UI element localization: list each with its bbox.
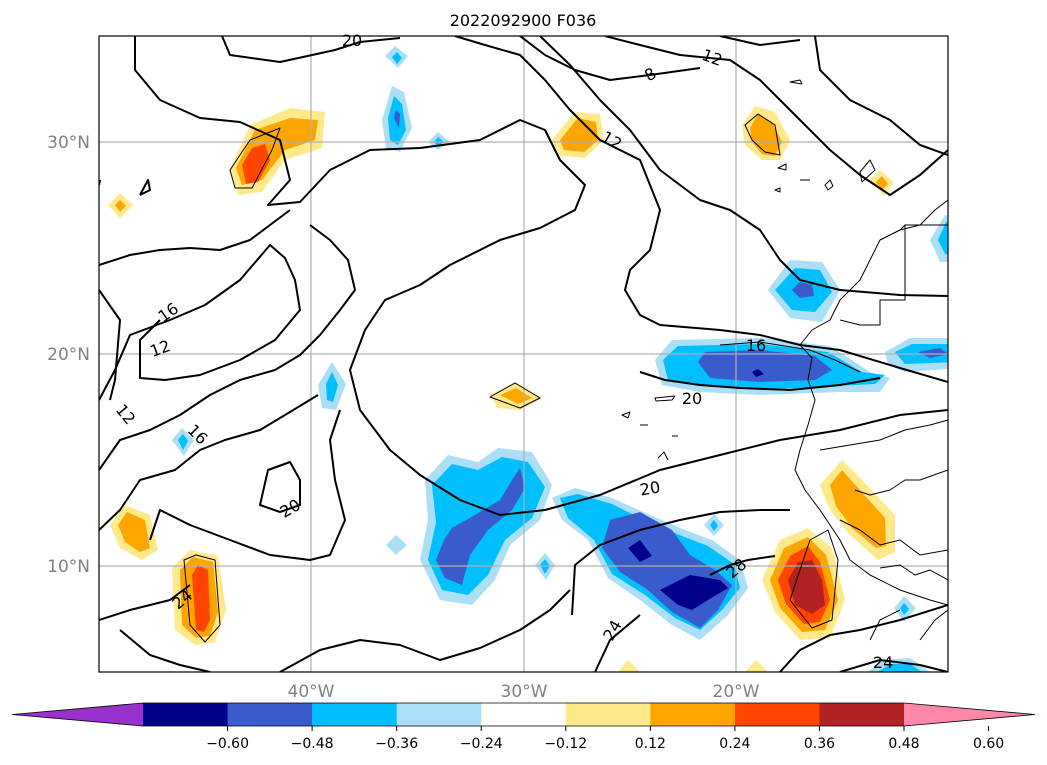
- map-frame: [98, 35, 949, 673]
- colorbar-segment: [819, 703, 905, 726]
- colorbar-tick-label: −0.24: [460, 736, 503, 752]
- figure-title: 2022092900 F036: [450, 11, 597, 30]
- colorbar-segment: [481, 703, 567, 726]
- lat-label-20n: 20°N: [47, 345, 90, 365]
- map-area: [99, 36, 948, 672]
- colorbar-tick-label: 0.36: [804, 736, 835, 752]
- lat-label-30n: 30°N: [47, 133, 90, 153]
- contour-label: 12: [147, 336, 173, 361]
- colorbar-segment: [227, 703, 313, 726]
- colorbar-outline: [11, 702, 1036, 727]
- anomaly-shading: [108, 46, 948, 672]
- colorbar-segment: [396, 703, 482, 726]
- lat-label-10n: 10°N: [47, 557, 90, 577]
- colorbar-tick-label: 0.12: [635, 736, 666, 752]
- graticule: [99, 36, 948, 672]
- colorbar-tick-label: 0.24: [719, 736, 750, 752]
- contour-label: 20: [682, 389, 702, 408]
- colorbar: −0.60 −0.48 −0.36 −0.24 −0.12 0.12 0.24 0.36 0.4…: [11, 702, 1036, 752]
- colorbar-extend-low: [12, 703, 143, 726]
- contour-label: 20: [638, 477, 661, 499]
- colorbar-tick-label: −0.48: [291, 736, 334, 752]
- colorbar-segment: [312, 703, 398, 726]
- lon-labels: 40°W 30°W 20°W: [288, 682, 760, 702]
- colorbar-tick-label: 0.60: [973, 736, 1004, 752]
- contour-label: 12: [699, 45, 725, 70]
- colorbar-segment: [143, 703, 229, 726]
- contour-label: 24: [599, 617, 626, 644]
- contour-label: 24: [873, 653, 893, 672]
- colorbar-segment: [565, 703, 651, 726]
- contour-label: 12: [112, 400, 140, 428]
- contour-label: 16: [746, 336, 766, 355]
- contour-label: 20: [342, 31, 362, 50]
- colorbar-tick-label: −0.60: [206, 736, 249, 752]
- colorbar-segment: [734, 703, 820, 726]
- colorbar-segment: [650, 703, 736, 726]
- coastlines: [183, 79, 948, 643]
- colorbar-tick-label: −0.36: [375, 736, 418, 752]
- lon-label-20w: 20°W: [713, 682, 760, 702]
- colorbar-tick-label: 0.48: [888, 736, 919, 752]
- lat-labels: 10°N 20°N 30°N: [47, 133, 90, 577]
- colorbar-extend-high: [904, 703, 1035, 726]
- colorbar-tick-label: −0.12: [544, 736, 587, 752]
- lon-label-30w: 30°W: [501, 682, 548, 702]
- lon-label-40w: 40°W: [288, 682, 335, 702]
